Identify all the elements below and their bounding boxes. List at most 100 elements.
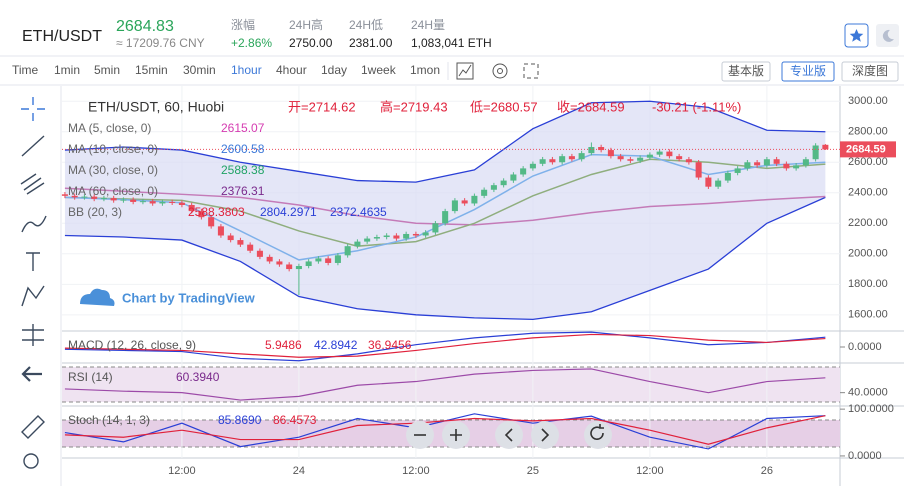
study-value: 2615.07 xyxy=(221,121,265,135)
scroll-left-button[interactable] xyxy=(495,421,523,449)
interval-button[interactable]: 5min xyxy=(94,63,120,77)
indicator-icon[interactable] xyxy=(456,62,474,80)
indicator-glyph xyxy=(458,64,472,77)
study-label: BB (20, 3) xyxy=(68,205,122,219)
settings-icon[interactable] xyxy=(492,63,508,79)
candle-body xyxy=(568,156,575,160)
candle-body xyxy=(734,168,741,173)
fullscreen-icon[interactable] xyxy=(523,63,539,79)
drawing-toolbar xyxy=(0,86,61,486)
stat-value: 2381.00 xyxy=(349,36,393,50)
last-price: 2684.83 xyxy=(116,18,174,35)
candle-body xyxy=(793,165,800,169)
candle-body xyxy=(812,145,819,160)
candle-body xyxy=(383,235,390,238)
pane-tick-label: 40.0000 xyxy=(848,387,888,399)
stat-label: 涨幅 xyxy=(231,17,255,32)
fib-tool[interactable] xyxy=(20,173,45,195)
trendline-tool[interactable] xyxy=(21,135,45,157)
stat-label: 24H高 xyxy=(289,17,323,32)
study-value: 2804.2971 xyxy=(260,205,317,219)
view-label: 深度图 xyxy=(852,63,888,78)
study-value: 2372.4635 xyxy=(330,205,387,219)
brush-tool[interactable] xyxy=(21,215,47,233)
reset-glyph xyxy=(590,424,604,440)
y-tick-label: 2600.00 xyxy=(848,156,888,168)
indicator-line xyxy=(64,415,826,445)
candle-body xyxy=(676,156,683,160)
candle-body xyxy=(490,185,497,190)
interval-button[interactable]: 1hour xyxy=(231,63,262,77)
view-button[interactable] xyxy=(721,61,771,82)
interval-button[interactable]: 1mon xyxy=(410,63,440,77)
candle-body xyxy=(559,156,566,163)
study-label: MA (30, close, 0) xyxy=(68,163,158,177)
back-tool[interactable] xyxy=(21,366,42,382)
candle-body xyxy=(432,223,439,233)
y-tick-label: 1800.00 xyxy=(848,278,888,290)
pane-legend-value: 86.4573 xyxy=(273,413,317,427)
view-button[interactable] xyxy=(781,61,835,82)
drawing-tools xyxy=(20,97,47,469)
study-label: MA (10, close, 0) xyxy=(68,142,158,156)
reset-button[interactable] xyxy=(584,421,612,449)
bollinger-lower xyxy=(64,196,826,321)
candle-body xyxy=(822,144,829,150)
star-icon xyxy=(849,29,864,42)
stat-label: 24H低 xyxy=(349,18,383,32)
study-label: MA (60, close, 0) xyxy=(68,184,158,198)
candle-body xyxy=(754,162,761,166)
stat-value: +2.86% xyxy=(231,36,272,50)
view-button[interactable] xyxy=(841,61,899,82)
interval-button[interactable]: 1min xyxy=(54,63,80,77)
rsi-band xyxy=(62,367,840,402)
candle-body xyxy=(120,199,127,201)
pane-tick-label: 0.0000 xyxy=(848,341,882,353)
candle-body xyxy=(91,196,98,199)
interval-button[interactable]: 1day xyxy=(321,63,347,77)
ohlc-value: 低=2680.57 xyxy=(470,99,538,114)
pane-legend-value: 42.8942 xyxy=(314,338,358,352)
interval-button[interactable]: 4hour xyxy=(276,63,307,77)
crosshair-tool[interactable] xyxy=(21,97,45,121)
candle-body xyxy=(617,156,624,160)
candle-body xyxy=(724,172,731,181)
y-tick-label: 2000.00 xyxy=(848,248,888,260)
candle-body xyxy=(334,255,341,263)
candle-body xyxy=(110,198,117,201)
candle-body xyxy=(744,162,751,169)
candle-body xyxy=(520,168,527,175)
candle-body xyxy=(315,258,322,262)
interval-button[interactable]: 1week xyxy=(361,63,397,77)
candle-body xyxy=(442,211,449,224)
candle-body xyxy=(286,264,293,270)
pane-tick-label: 0.0000 xyxy=(848,450,882,462)
candle-body xyxy=(627,159,634,161)
candle-body xyxy=(695,162,702,178)
zoom-in-glyph xyxy=(450,429,462,441)
y-tick-label: 3000.00 xyxy=(848,95,888,107)
study-value: 2588.38 xyxy=(221,163,265,177)
candle-body xyxy=(217,226,224,236)
scroll-right-button[interactable] xyxy=(531,421,559,449)
interval-button[interactable]: 30min xyxy=(183,63,216,77)
study-value: 2588.3803 xyxy=(188,205,245,219)
interval-button[interactable]: Time xyxy=(12,63,39,77)
candle-body xyxy=(598,147,605,151)
chart-legend-title: ETH/USDT, 60, Huobi xyxy=(88,99,224,115)
text-tool[interactable] xyxy=(26,252,40,271)
zoom-tool[interactable] xyxy=(23,453,39,469)
bollinger-upper xyxy=(64,100,826,183)
candle-body xyxy=(773,159,780,164)
measure-tool[interactable] xyxy=(22,324,44,346)
interval-button[interactable]: 15min xyxy=(135,63,168,77)
candle-body xyxy=(198,211,205,218)
candle-body xyxy=(705,177,712,187)
candle-body xyxy=(139,201,146,203)
pattern-tool[interactable] xyxy=(21,285,45,307)
stat-label: 24H量 xyxy=(411,18,445,32)
stat-value: 1,083,041 ETH xyxy=(411,36,492,50)
ruler-tool[interactable] xyxy=(21,415,45,439)
